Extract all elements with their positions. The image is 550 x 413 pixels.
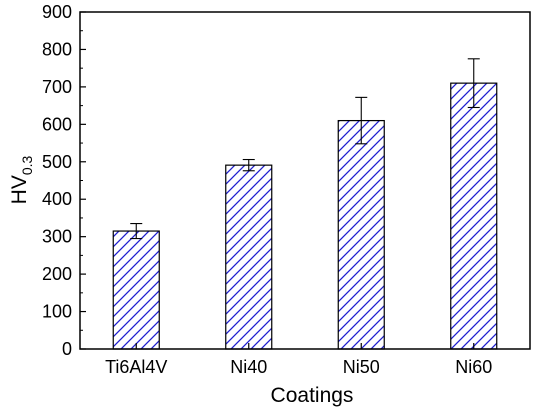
y-tick-label-500: 500 xyxy=(42,152,72,172)
y-tick-label-300: 300 xyxy=(42,227,72,247)
error-bar-ni40 xyxy=(242,158,255,172)
y-tick-label-100: 100 xyxy=(42,302,72,322)
bar-ni50 xyxy=(337,119,385,350)
y-tick-label-0: 0 xyxy=(62,339,72,359)
x-tick-label-ni40: Ni40 xyxy=(230,357,267,377)
bars-layer xyxy=(112,82,498,350)
error-bar-ni50 xyxy=(355,96,368,145)
bar-ni40 xyxy=(225,164,273,350)
error-bar-ti6al4v xyxy=(130,223,143,240)
y-axis: 0 100 200 300 400 500 600 700 800 900 xyxy=(42,2,86,359)
y-tick-label-400: 400 xyxy=(42,189,72,209)
bar-ni60 xyxy=(450,82,498,350)
y-axis-title-subscript: 0.3 xyxy=(19,155,35,175)
y-tick-label-200: 200 xyxy=(42,264,72,284)
x-tick-label-ti6al4v: Ti6Al4V xyxy=(105,357,167,377)
y-tick-label-600: 600 xyxy=(42,114,72,134)
x-axis: Ti6Al4V Ni40 Ni50 Ni60 xyxy=(105,343,492,377)
error-bars-layer xyxy=(130,58,480,240)
bar-ti6al4v xyxy=(112,230,160,350)
y-axis-title: HV0.3 xyxy=(8,155,35,204)
y-tick-label-700: 700 xyxy=(42,77,72,97)
x-tick-label-ni60: Ni60 xyxy=(455,357,492,377)
error-bar-ni60 xyxy=(467,58,480,109)
y-tick-label-900: 900 xyxy=(42,2,72,22)
y-tick-label-800: 800 xyxy=(42,39,72,59)
y-axis-title-main: HV xyxy=(8,175,31,204)
x-tick-label-ni50: Ni50 xyxy=(343,357,380,377)
x-axis-title: Coatings xyxy=(271,384,354,407)
